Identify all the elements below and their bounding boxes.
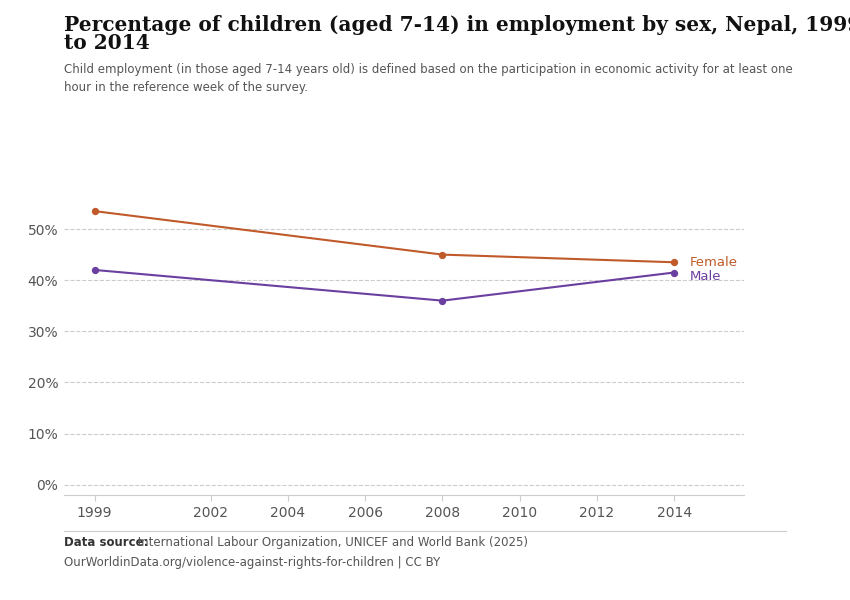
Text: to 2014: to 2014 — [64, 33, 150, 53]
Point — [435, 296, 449, 305]
Text: International Labour Organization, UNICEF and World Bank (2025): International Labour Organization, UNICE… — [134, 536, 529, 549]
Point — [88, 265, 101, 275]
Point — [667, 257, 681, 267]
Text: OurWorldinData.org/violence-against-rights-for-children | CC BY: OurWorldinData.org/violence-against-righ… — [64, 556, 440, 569]
Text: Child employment (in those aged 7-14 years old) is defined based on the particip: Child employment (in those aged 7-14 yea… — [64, 63, 792, 94]
Point — [435, 250, 449, 259]
Point — [667, 268, 681, 277]
Text: Our World: Our World — [771, 22, 830, 32]
Text: Data source:: Data source: — [64, 536, 148, 549]
Text: Percentage of children (aged 7-14) in employment by sex, Nepal, 1999: Percentage of children (aged 7-14) in em… — [64, 15, 850, 35]
Text: in Data: in Data — [779, 38, 822, 47]
Text: Male: Male — [689, 270, 721, 283]
Text: Female: Female — [689, 256, 738, 269]
Point — [88, 206, 101, 216]
